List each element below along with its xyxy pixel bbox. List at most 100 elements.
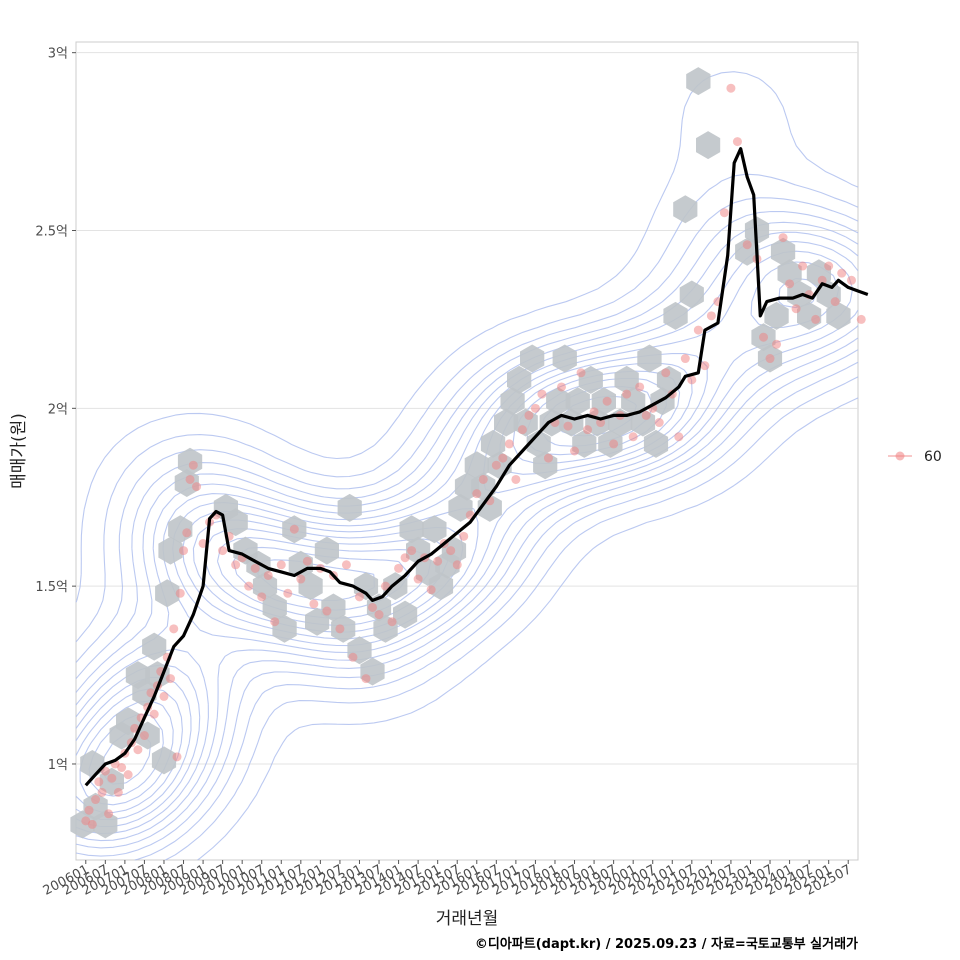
scatter-point xyxy=(361,674,371,684)
y-axis: 1억 1.5억 2억 2.5억 3억 xyxy=(35,47,76,773)
y-tick-label: 1.5억 xyxy=(35,580,68,595)
scatter-point xyxy=(87,819,97,829)
scatter-point xyxy=(257,592,267,602)
hex-bin xyxy=(826,301,851,330)
scatter-point xyxy=(517,425,527,435)
scatter-point xyxy=(846,275,856,285)
scatter-point xyxy=(661,368,671,378)
hex-bin xyxy=(696,131,721,160)
scatter-point xyxy=(811,314,821,324)
scatter-point xyxy=(524,410,534,420)
scatter-point xyxy=(543,453,553,463)
scatter-point xyxy=(188,460,198,470)
hex-bin xyxy=(520,344,545,373)
scatter-point xyxy=(198,538,208,548)
scatter-point xyxy=(674,432,684,442)
scatter-point xyxy=(283,588,293,598)
hex-bin xyxy=(663,301,688,330)
hex-bin xyxy=(223,508,248,537)
scatter-point xyxy=(589,407,599,417)
hex-bin xyxy=(337,493,362,522)
scatter-point xyxy=(706,311,716,321)
hex-bin xyxy=(643,429,669,458)
hex-bin xyxy=(507,365,532,394)
scatter-point xyxy=(165,674,175,684)
scatter-point xyxy=(732,137,742,147)
scatter-point xyxy=(570,446,580,456)
source-caption: ©디아파트(dapt.kr) / 2025.09.23 / 자료=국토교통부 실… xyxy=(475,936,858,952)
scatter-point xyxy=(798,261,808,271)
y-tick-label: 2.5억 xyxy=(35,224,68,239)
scatter-point xyxy=(817,275,827,285)
density-contour xyxy=(75,197,859,861)
hex-bin xyxy=(428,572,454,601)
scatter-point xyxy=(231,560,241,570)
y-tick-label: 1억 xyxy=(48,758,68,773)
scatter-point xyxy=(772,339,782,349)
scatter-point xyxy=(139,731,149,741)
scatter-point xyxy=(830,297,840,307)
x-axis-title: 거래년월 xyxy=(436,909,499,929)
scatter-point xyxy=(472,489,482,499)
scatter-point xyxy=(381,581,391,591)
moving-average-line xyxy=(84,147,869,787)
scatter-point xyxy=(348,652,358,662)
hex-bin xyxy=(552,344,577,373)
hex-bin xyxy=(252,572,278,601)
scatter-point xyxy=(276,560,286,570)
scatter-point xyxy=(687,375,697,385)
scatter-point xyxy=(413,574,423,584)
hexbin-layer xyxy=(70,67,851,839)
scatter-point xyxy=(133,745,143,755)
hex-bin xyxy=(393,600,418,629)
scatter-points xyxy=(81,83,866,829)
hex-bin xyxy=(673,195,698,224)
scatter-point xyxy=(628,432,638,442)
hex-bin xyxy=(770,237,796,266)
scatter-point xyxy=(354,592,364,602)
hex-bin xyxy=(93,810,118,839)
scatter-point xyxy=(504,439,514,449)
density-contour xyxy=(75,210,859,857)
scatter-point xyxy=(113,787,123,797)
hex-bin xyxy=(464,451,489,480)
y-tick-label: 3억 xyxy=(48,47,68,62)
density-contour xyxy=(75,71,859,861)
scatter-point xyxy=(742,240,752,250)
scatter-point xyxy=(693,325,703,335)
hex-bin xyxy=(637,344,662,373)
hex-bin xyxy=(764,301,789,330)
scatter-point xyxy=(556,382,566,392)
scatter-point xyxy=(296,574,306,584)
scatter-point xyxy=(491,460,501,470)
scatter-point xyxy=(478,474,488,484)
scatter-point xyxy=(169,624,179,634)
scatter-point xyxy=(149,709,159,719)
scatter-point xyxy=(179,546,189,556)
scatter-point xyxy=(576,368,586,378)
y-tick-label: 2억 xyxy=(48,402,68,417)
scatter-point xyxy=(791,304,801,314)
hex-bin xyxy=(262,593,287,622)
scatter-point xyxy=(322,606,332,616)
scatter-point xyxy=(182,528,192,538)
hex-bin xyxy=(546,387,571,416)
legend-label-60: 60 xyxy=(924,449,942,465)
scatter-point xyxy=(84,805,94,815)
scatter-point xyxy=(511,474,521,484)
scatter-point xyxy=(368,602,378,612)
scatter-point xyxy=(123,770,133,780)
scatter-point xyxy=(394,563,404,573)
hex-bin xyxy=(679,280,704,309)
scatter-point xyxy=(719,208,729,218)
scatter-point xyxy=(530,403,540,413)
hex-bin xyxy=(155,579,180,608)
scatter-point xyxy=(837,268,847,278)
scatter-point xyxy=(387,617,397,627)
scatter-point xyxy=(341,560,351,570)
scatter-point xyxy=(117,763,127,773)
hex-bin xyxy=(132,678,157,707)
scatter-point xyxy=(309,599,319,609)
scatter-point xyxy=(185,474,195,484)
